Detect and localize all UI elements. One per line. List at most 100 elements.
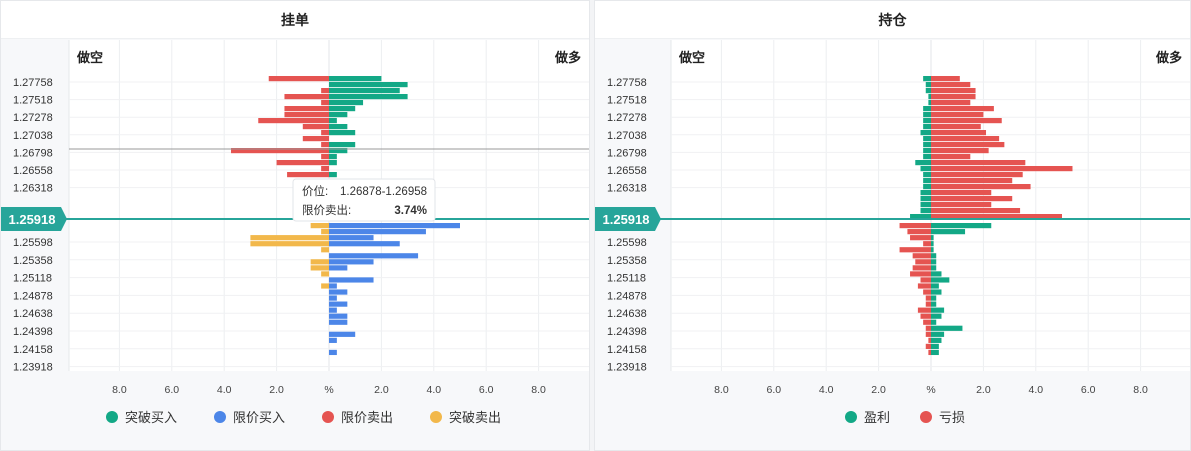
bar-long-upper [931, 142, 1005, 148]
positions-chart: 做空 做多 1.27758 1.27518 1.27278 1.27038 1.26798 1… [595, 40, 1190, 425]
long-side-label: 做多 [1155, 50, 1182, 65]
bar-long-lower [931, 247, 934, 253]
bar-short-lower [310, 259, 329, 265]
x-tick-label: 6.0 [1081, 384, 1096, 396]
positions-panel: 持仓 做空 做多 1.27758 1.27518 1.27278 1.27038 1.267… [594, 0, 1191, 451]
bar-long-upper [329, 160, 337, 166]
tooltip-price-value: 1.26878-1.26958 [340, 186, 427, 198]
pending-orders-chart: 做空 做多 1.27758 1.27518 1.27278 1.27038 1.26798 1… [1, 40, 589, 425]
bar-long-upper [931, 136, 1000, 142]
bar-short-upper [923, 172, 931, 178]
bar-short-upper [258, 118, 329, 124]
bar-long-lower [931, 319, 937, 325]
price-level-label: 1.25118 [13, 273, 52, 285]
bar-short-lower [912, 265, 931, 271]
bar-long-lower [931, 241, 934, 247]
price-level-label: 1.25358 [13, 255, 53, 267]
bar-long-lower [329, 253, 419, 259]
bar-long-upper [931, 88, 976, 94]
bar-long-lower [931, 235, 934, 241]
bar-short-upper [928, 100, 931, 106]
bar-short-upper [925, 88, 931, 94]
bar-short-lower [321, 229, 329, 235]
bar-long-upper [931, 100, 971, 106]
bar-long-lower [329, 259, 374, 265]
bar-long-upper [329, 82, 408, 88]
x-tick-label: 8.0 [714, 384, 729, 396]
tooltip-price-label: 价位: [302, 184, 328, 198]
bar-short-lower [321, 247, 329, 253]
bar-long-upper [931, 178, 1013, 184]
pending-orders-title: 挂单 [1, 1, 589, 39]
bar-short-lower [928, 349, 931, 356]
bar-long-lower [329, 289, 348, 295]
bar-long-upper [329, 130, 356, 136]
bar-long-lower [931, 283, 939, 289]
bar-short-lower [321, 283, 329, 289]
bar-short-upper [923, 76, 931, 82]
bar-short-upper [923, 148, 931, 154]
bar-long-lower [329, 265, 348, 271]
current-price-value: 1.25918 [603, 212, 650, 227]
bar-long-upper [329, 148, 348, 154]
current-price-tag [595, 207, 661, 231]
bar-short-upper [321, 100, 329, 106]
bar-long-upper [931, 106, 994, 112]
bar-long-lower [931, 229, 966, 235]
bar-short-upper [920, 190, 931, 196]
bar-short-upper [923, 112, 931, 118]
bar-short-lower [928, 337, 931, 343]
bar-long-lower [329, 301, 348, 307]
bar-short-lower [925, 331, 931, 337]
bar-short-upper [920, 202, 931, 208]
price-level-label: 1.26558 [13, 165, 53, 177]
x-tick-label: 4.0 [426, 384, 441, 396]
price-level-label: 1.27038 [13, 130, 53, 142]
bar-long-lower [931, 271, 942, 277]
bar-short-upper [321, 130, 329, 136]
bar-short-upper [302, 124, 329, 130]
x-tick-label: 2.0 [871, 384, 886, 396]
bar-long-lower [931, 289, 942, 295]
bar-short-lower [250, 235, 329, 241]
bar-long-lower [931, 313, 942, 319]
bar-long-lower [329, 277, 374, 283]
bar-short-upper [923, 136, 931, 142]
short-side-label: 做空 [76, 50, 103, 65]
bar-long-upper [931, 82, 971, 88]
bar-long-lower [329, 283, 337, 289]
bar-long-upper [931, 160, 1026, 166]
bar-long-lower [329, 337, 337, 343]
price-level-label: 1.24158 [13, 344, 53, 356]
bar-long-upper [329, 172, 337, 178]
x-tick-label: 2.0 [374, 384, 389, 396]
price-level-label: 1.27038 [607, 130, 647, 142]
legend-marker [322, 411, 334, 423]
price-level-label: 1.27278 [607, 112, 647, 124]
bar-long-lower [931, 295, 937, 301]
bar-short-lower [925, 325, 931, 331]
bar-short-lower [920, 277, 931, 283]
x-tick-label: 2.0 [269, 384, 284, 396]
bar-long-lower [329, 313, 348, 319]
price-level-label: 1.25598 [607, 237, 647, 249]
price-level-label: 1.26798 [607, 147, 647, 159]
bar-short-upper [923, 124, 931, 130]
bar-short-upper [321, 142, 329, 148]
bar-short-upper [302, 136, 329, 142]
bar-long-upper [329, 154, 337, 160]
x-tick-label: 6.0 [766, 384, 781, 396]
bar-short-upper [928, 94, 931, 100]
legend-marker [430, 411, 442, 423]
price-level-label: 1.27758 [607, 77, 647, 89]
bar-long-lower [329, 349, 337, 356]
bar-short-upper [923, 184, 931, 190]
price-level-label: 1.24878 [13, 290, 53, 302]
x-tick-label: 2.0 [976, 384, 991, 396]
bar-long-lower [931, 259, 937, 265]
bar-short-lower [925, 301, 931, 307]
tooltip-type-label: 限价卖出: [302, 203, 351, 217]
x-tick-label: % [926, 384, 935, 396]
pending-orders-panel: 挂单 做空 做多 1.27758 1.27518 1.27278 1.27038 1.267… [0, 0, 590, 451]
bar-short-lower [321, 271, 329, 277]
